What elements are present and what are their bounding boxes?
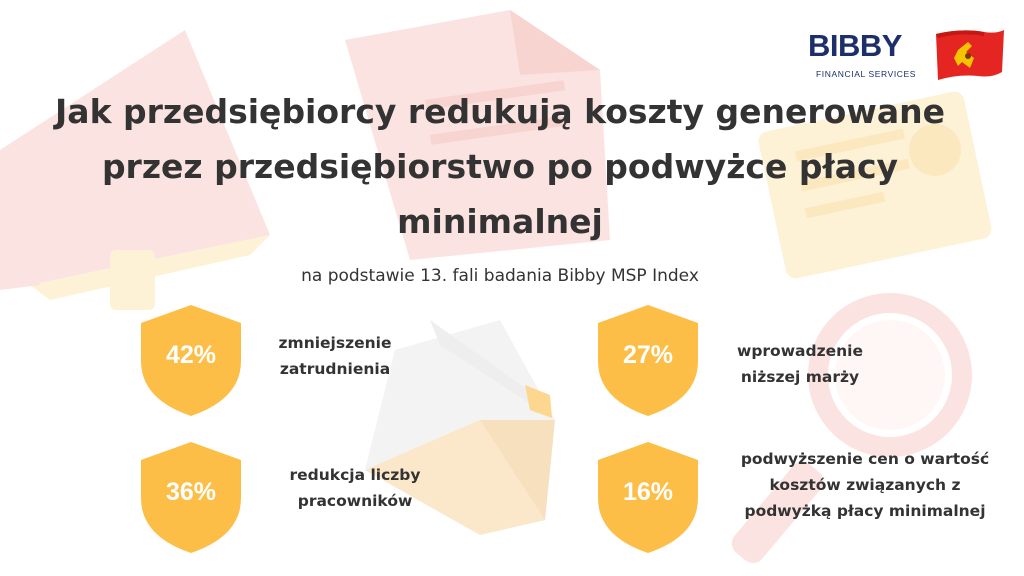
shield-icon — [141, 442, 241, 553]
document-icon — [345, 10, 610, 260]
title-line-1: Jak przedsiębiorcy redukują koszty gener… — [55, 92, 945, 131]
stat-label-line-3: podwyżką płacy minimalnej — [744, 502, 986, 520]
stat-label-line-1: wprowadzenie — [737, 342, 863, 360]
subtitle: na podstawie 13. fali badania Bibby MSP … — [301, 266, 699, 286]
stat-label: podwyższenie cen o wartość kosztów związ… — [720, 446, 1010, 524]
stat-value: 36% — [165, 478, 217, 506]
page-title: Jak przedsiębiorcy redukują koszty gener… — [20, 84, 980, 249]
logo-wordmark: BIBBY — [808, 28, 902, 63]
magnifier-icon — [731, 293, 972, 564]
stat-label: redukcja liczby pracowników — [270, 462, 440, 514]
stat-label-line-2: zatrudnienia — [279, 360, 391, 378]
stat-label-line-1: podwyższenie cen o wartość — [740, 450, 990, 468]
stat-label-line-2: kosztów związanych z — [769, 476, 961, 494]
stat-label-line-1: redukcja liczby — [289, 466, 421, 484]
envelope-icon — [365, 320, 555, 535]
flag-icon — [936, 30, 1004, 80]
stat-value: 42% — [165, 341, 217, 369]
stat-label: zmniejszenie zatrudnienia — [255, 330, 415, 382]
stat-label-line-1: zmniejszenie — [278, 334, 392, 352]
bibby-logo: BIBBY FINANCIAL SERVICES — [808, 28, 1008, 84]
shield-badge: 42% — [135, 303, 247, 417]
shield-icon — [141, 305, 241, 416]
shield-badge: 36% — [135, 440, 247, 554]
title-line-2: przez przedsiębiorstwo po podwyżce płacy — [101, 147, 899, 186]
stat-value: 27% — [622, 341, 674, 369]
logo-tagline: FINANCIAL SERVICES — [816, 69, 917, 79]
title-line-3: minimalnej — [397, 202, 603, 241]
shield-badge: 16% — [592, 440, 704, 554]
stat-label-line-2: niższej marży — [740, 368, 860, 386]
stat-label: wprowadzenie niższej marży — [715, 338, 885, 390]
certificate-icon — [758, 91, 992, 279]
megaphone-icon — [0, 30, 270, 310]
stat-value: 16% — [622, 478, 674, 506]
shield-icon — [598, 442, 698, 553]
shield-icon — [598, 305, 698, 416]
stat-label-line-2: pracowników — [297, 492, 413, 510]
shield-badge: 27% — [592, 303, 704, 417]
